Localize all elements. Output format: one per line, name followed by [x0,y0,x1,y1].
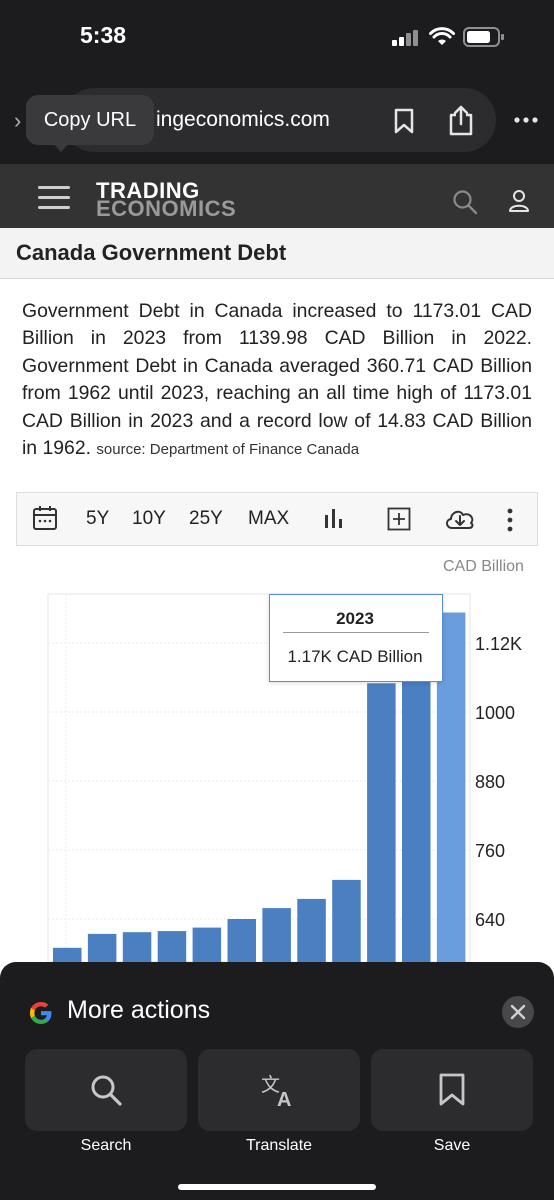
wifi-icon [429,27,455,45]
save-action-button[interactable] [371,1049,533,1131]
page-title: Canada Government Debt [16,240,287,265]
y-tick-label: 880 [475,772,505,792]
source-link[interactable]: source: Department of Finance Canada [96,441,360,459]
translate-icon: 文 A [261,1074,291,1108]
translate-action-label: Translate [245,1137,313,1154]
bar[interactable] [332,879,361,962]
google-g-icon [30,1002,52,1024]
battery-icon [463,27,504,47]
status-bar [0,0,554,88]
home-indicator [178,1184,376,1190]
sheet-title: More actions [67,996,211,1024]
y-tick-label: 1000 [475,703,515,723]
range-button-5y[interactable]: 5Y [86,508,110,529]
y-tick-label: 1.12K [475,634,522,654]
range-button-10y[interactable]: 10Y [132,508,166,529]
bar[interactable] [157,931,187,962]
description-paragraph: Government Debt in Canada increased to 1… [22,298,532,463]
svg-text:A: A [277,1089,291,1108]
tooltip-divider [283,632,429,633]
translate-action-button[interactable]: 文 A [198,1049,360,1131]
y-axis-unit-label: CAD Billion [443,558,524,575]
calendar-icon[interactable] [32,505,58,531]
logo-economics[interactable]: ECONOMICS [96,196,237,221]
search-icon [91,1075,122,1106]
download-cloud-icon[interactable] [443,506,477,532]
y-tick-label: 760 [475,841,505,861]
chart-more-icon[interactable] [506,508,514,532]
bar[interactable] [87,933,117,962]
range-button-max[interactable]: MAX [248,508,290,529]
bar[interactable] [367,683,396,962]
copy-url-tooltip[interactable]: Copy URL [26,95,154,145]
share-icon[interactable] [448,104,474,136]
bar[interactable] [297,898,326,962]
bar[interactable] [122,932,152,962]
bar[interactable] [53,947,82,962]
y-tick-label: 640 [475,910,505,930]
save-action-label: Save [433,1137,471,1154]
bookmark-icon[interactable] [394,108,414,134]
description-text: Government Debt in Canada increased to 1… [22,300,532,460]
search-icon[interactable] [452,189,478,215]
search-action-button[interactable] [25,1049,187,1131]
title-bar [0,228,554,279]
range-button-25y[interactable]: 25Y [189,508,223,529]
more-options-icon[interactable] [513,116,539,124]
bar[interactable] [192,927,222,962]
add-indicator-icon[interactable] [387,507,411,531]
bookmark-icon [439,1073,465,1106]
url-text[interactable]: ingeconomics.com [156,108,330,131]
status-time: 5:38 [80,22,127,48]
close-icon [510,1004,526,1020]
chart-tooltip [269,594,443,682]
svg-text:文: 文 [261,1074,280,1096]
bar[interactable] [227,919,257,962]
site-header [0,164,554,228]
tooltip-year: 2023 [336,609,374,628]
debt-bar-chart: 1.12K 1000 880 760 640 [47,593,522,963]
bar[interactable] [402,631,431,963]
tooltip-tail [52,142,70,152]
cellular-signal-icon [392,30,420,46]
plot-frame [47,593,471,962]
chevron-right-icon[interactable]: › [14,108,22,133]
search-action-label: Search [80,1137,132,1154]
tooltip-value: 1.17K CAD Billion [287,647,423,666]
close-button[interactable] [502,996,534,1028]
logo-trading[interactable]: TRADING [96,178,200,203]
user-icon[interactable] [508,189,530,213]
bar[interactable] [262,908,291,962]
hamburger-menu-icon[interactable] [30,180,78,216]
bar-chart-type-icon[interactable] [323,507,345,529]
